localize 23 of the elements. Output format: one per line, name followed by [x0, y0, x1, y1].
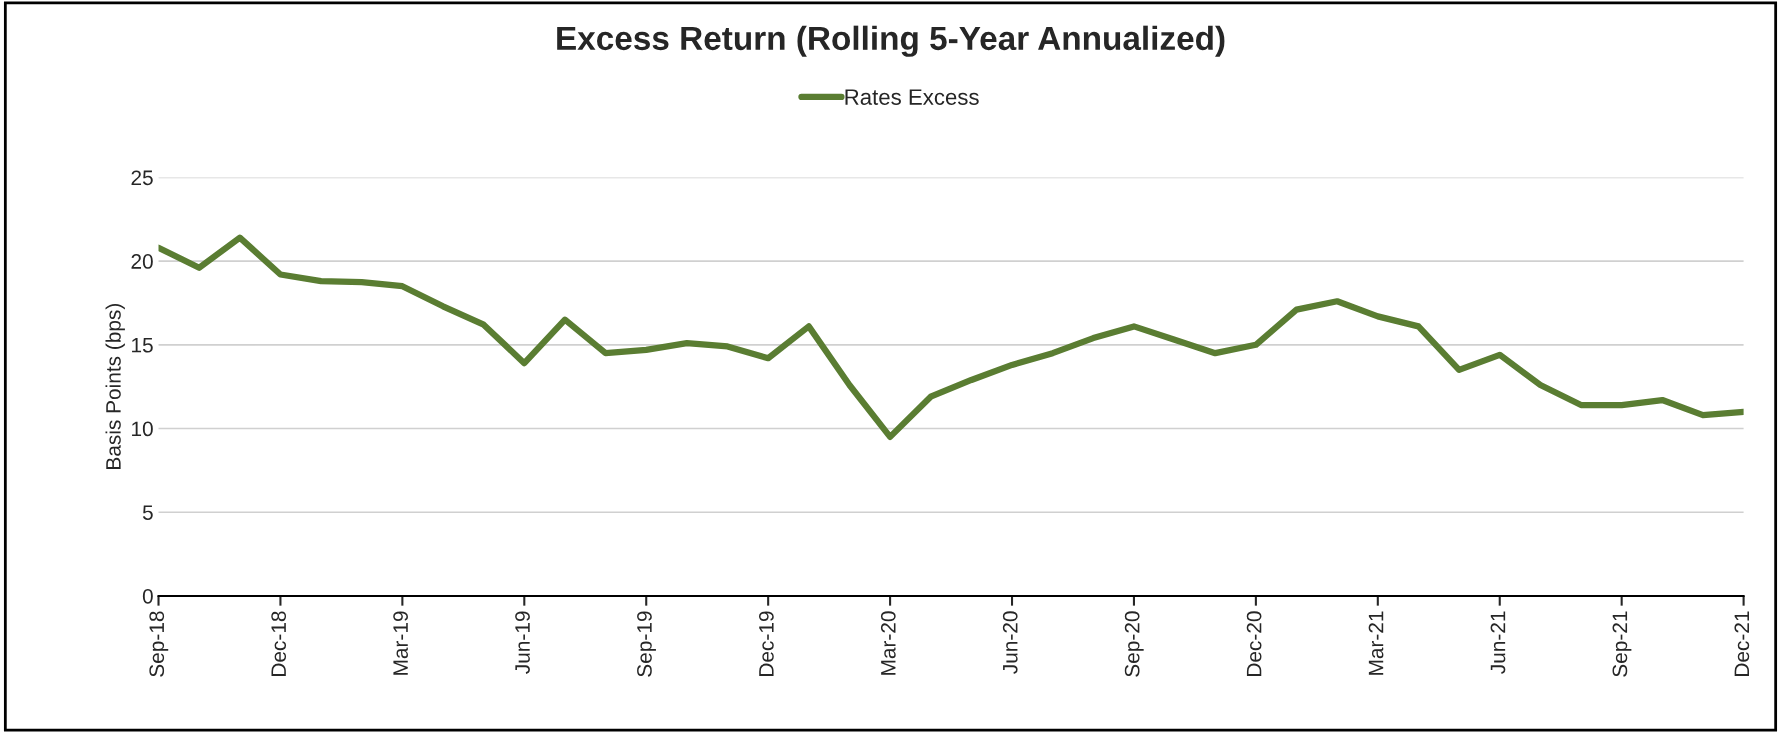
- x-tick-label: Dec-21: [1734, 611, 1750, 676]
- x-tick-label: Sep-19: [637, 611, 656, 677]
- x-tick-label: Sep-21: [1612, 611, 1632, 677]
- y-tick-label: 5: [142, 505, 153, 520]
- x-tick-label: Sep-20: [1124, 611, 1144, 677]
- legend-label: Rates Excess: [845, 89, 979, 105]
- x-tick-label: Dec-19: [759, 611, 774, 676]
- y-tick-label: 15: [132, 338, 153, 353]
- x-tick-label: Dec-20: [1246, 611, 1262, 676]
- x-tick-label: Dec-18: [271, 611, 287, 676]
- y-tick-label: 10: [132, 421, 153, 437]
- y-axis-title: Basis Points (bps): [105, 304, 125, 469]
- chart-title: Excess Return (Rolling 5-Year Annualized): [557, 25, 1225, 57]
- x-tick-label: Jun-20: [1002, 611, 1018, 674]
- x-tick-label: Jun-21: [1490, 611, 1506, 674]
- x-tick-label: Sep-18: [149, 611, 169, 677]
- y-tick-label: 25: [131, 170, 153, 186]
- x-tick-label: Mar-21: [1368, 611, 1384, 675]
- y-tick-label: 20: [131, 254, 153, 269]
- x-tick-label: Mar-19: [393, 611, 408, 675]
- x-tick-label: Mar-20: [880, 611, 896, 675]
- y-tick-label: 0: [142, 588, 153, 604]
- x-tick-label: Jun-19: [515, 611, 530, 674]
